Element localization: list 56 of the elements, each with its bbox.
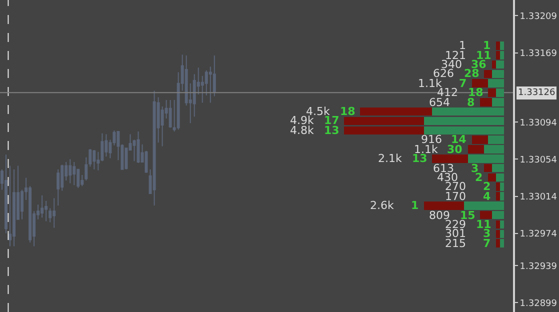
annotation: 2.1k — [378, 152, 402, 165]
candlestick — [84, 156, 88, 182]
y-tick-label: 17 — [324, 114, 340, 127]
y-tick-label: 2 — [483, 180, 491, 193]
candlestick — [4, 154, 8, 234]
y-tick-label: 1.33054 — [520, 155, 558, 166]
annotation: 412 — [437, 86, 458, 99]
candlestick — [92, 149, 96, 170]
candlestick — [104, 134, 108, 157]
y-tick-label: 8 — [467, 96, 475, 109]
y-tick-label: 1.33014 — [520, 192, 558, 202]
candlestick — [52, 198, 56, 228]
y-tick-label: 4 — [483, 190, 491, 203]
y-tick-label: 7 — [483, 237, 491, 250]
bar — [492, 60, 496, 69]
y-tick-label: 13 — [412, 152, 428, 165]
candlestick — [152, 90, 156, 206]
y-tick-label: 7 — [459, 77, 467, 90]
annotation: 170 — [445, 190, 466, 203]
candlestick — [8, 165, 12, 247]
y-tick-label: 18 — [340, 105, 356, 118]
candlestick — [12, 168, 16, 247]
y-tick-label: 1 — [483, 39, 491, 52]
bar — [432, 154, 468, 163]
annotation: 626 — [433, 67, 454, 80]
annotation: 654 — [429, 96, 450, 109]
y-tick-label: 3 — [483, 227, 491, 240]
y-tick-label: 1.32899 — [520, 298, 558, 309]
annotation: 301 — [445, 227, 466, 240]
y-tick-label: 2 — [475, 171, 483, 184]
bar — [424, 202, 464, 210]
y-tick-label: 1.32974 — [520, 229, 558, 240]
annotation: 4.9k — [290, 114, 314, 127]
y-tick-label: 1.33209 — [520, 12, 558, 22]
candlestick — [40, 194, 44, 218]
annotation: 916 — [421, 133, 442, 146]
annotation: 270 — [445, 180, 466, 193]
y-tick-label: 13 — [324, 124, 340, 137]
bar — [480, 210, 492, 220]
y-tick-label: 1.33094 — [520, 118, 558, 128]
candlestick — [72, 162, 76, 186]
candlestick — [168, 99, 172, 128]
annotation: 4.8k — [290, 124, 314, 137]
y-tick-label: 14 — [451, 133, 467, 146]
candlestick — [88, 148, 92, 168]
ref-line-label: 1.33126 — [518, 88, 556, 98]
annotation: 2.6k — [370, 199, 394, 212]
y-tick-label: 1.33169 — [520, 48, 558, 59]
y-tick-label: 30 — [447, 143, 463, 156]
annotation: 215 — [445, 237, 466, 250]
y-tick-label: 1.32939 — [520, 262, 558, 272]
y-tick-label: 18 — [468, 86, 484, 99]
candlestick — [56, 168, 60, 206]
candlestick — [68, 158, 72, 184]
candlestick — [136, 130, 140, 164]
y-tick-label: 28 — [464, 67, 480, 80]
